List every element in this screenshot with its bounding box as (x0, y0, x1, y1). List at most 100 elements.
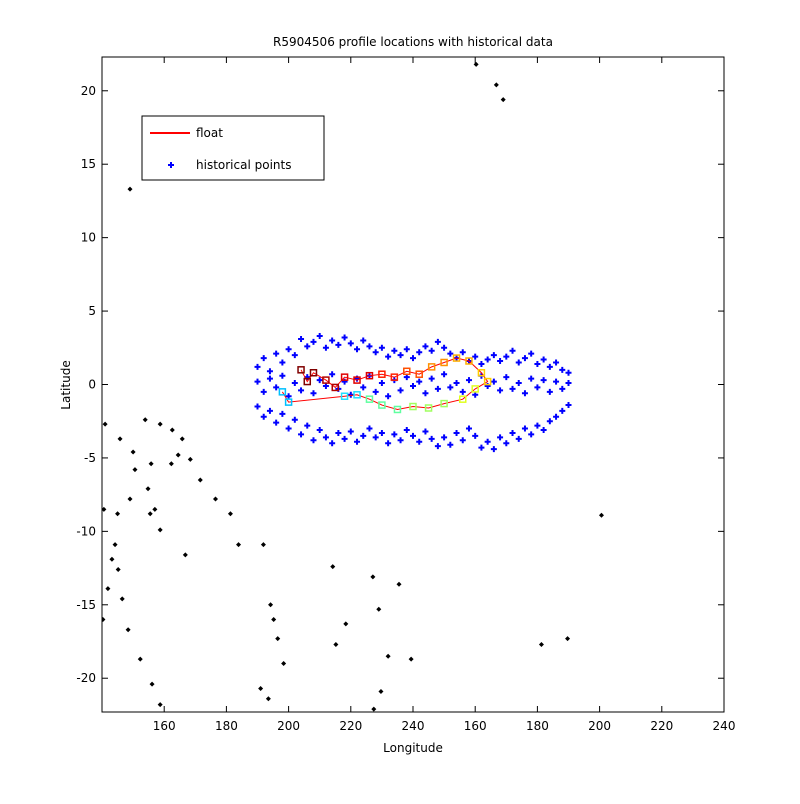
historical-point (540, 377, 547, 384)
historical-point (441, 371, 448, 378)
historical-point (378, 380, 385, 387)
coastline-point (265, 696, 271, 702)
historical-point (266, 375, 273, 382)
coastline-point (147, 511, 153, 517)
historical-point (354, 346, 361, 353)
y-tick-label: -20 (76, 671, 96, 685)
historical-point (540, 356, 547, 363)
historical-point (459, 437, 466, 444)
historical-point (434, 338, 441, 345)
historical-point (459, 388, 466, 395)
coastline-point (197, 477, 203, 483)
coastline-point (130, 449, 136, 455)
coastline-point (408, 656, 414, 662)
plot (102, 61, 604, 712)
coastline-point (260, 542, 266, 548)
historical-point (266, 368, 273, 375)
historical-point (509, 347, 516, 354)
coastline-point (330, 564, 336, 570)
x-tick-label: 160 (464, 719, 487, 733)
coastline-point (182, 552, 188, 558)
historical-point (316, 333, 323, 340)
historical-point (273, 350, 280, 357)
coastline-point (378, 688, 384, 694)
float-profile (393, 405, 402, 414)
historical-point (521, 390, 528, 397)
historical-point (310, 437, 317, 444)
float-profile (278, 388, 287, 396)
historical-point (528, 350, 535, 357)
historical-point (347, 340, 354, 347)
y-tick-label: 10 (81, 231, 96, 245)
float-profile (477, 369, 486, 377)
historical-point (273, 419, 280, 426)
historical-point (341, 435, 348, 442)
y-tick-label: 5 (88, 304, 96, 318)
historical-point (565, 380, 572, 387)
coastline-point (157, 702, 163, 708)
historical-point (285, 393, 292, 400)
historical-point (260, 413, 267, 420)
float-profile (459, 395, 467, 403)
historical-point (310, 390, 317, 397)
historical-point (397, 437, 404, 444)
x-tick-label: 240 (713, 719, 736, 733)
coastline-point (268, 602, 274, 608)
historical-point (385, 440, 392, 447)
historical-point (422, 343, 429, 350)
historical-point (447, 441, 454, 448)
historical-point (298, 387, 305, 394)
historical-point (534, 384, 541, 391)
x-tick-label: 220 (339, 719, 362, 733)
coastline-point (125, 627, 131, 633)
historical-point (273, 384, 280, 391)
legend-swatch (168, 162, 174, 168)
historical-point (354, 438, 361, 445)
y-tick-label: -5 (84, 451, 96, 465)
historical-point (459, 349, 466, 356)
historical-point (285, 346, 292, 353)
historical-point (565, 369, 572, 376)
historical-point (546, 363, 553, 370)
float-profile (390, 373, 399, 381)
x-tick-label: 240 (402, 719, 425, 733)
historical-point (316, 377, 323, 384)
historical-point (335, 429, 342, 436)
historical-point (347, 428, 354, 435)
legend-label: historical points (196, 158, 291, 172)
historical-point (254, 363, 261, 370)
y-tick-label: 0 (88, 378, 96, 392)
coastline-point (275, 636, 281, 642)
coastline-point (102, 616, 106, 622)
float-profile (452, 354, 461, 362)
historical-point (416, 378, 423, 385)
coastline-point (271, 616, 277, 622)
coastline-point (187, 456, 193, 462)
float-profile (340, 373, 349, 381)
historical-point (254, 403, 261, 410)
coastline-point (385, 653, 391, 659)
legend-box (141, 115, 325, 181)
float-profile (297, 366, 305, 374)
historical-point (298, 431, 305, 438)
historical-point (434, 385, 441, 392)
historical-point (422, 390, 429, 397)
coastline-point (227, 511, 233, 517)
x-tick-label: 180 (526, 719, 549, 733)
coastline-point (119, 596, 125, 602)
historical-point (310, 338, 317, 345)
y-tick-label: -10 (76, 524, 96, 538)
historical-point (279, 410, 286, 417)
historical-point (416, 438, 423, 445)
historical-point (484, 438, 491, 445)
y-tick-label: 20 (81, 84, 96, 98)
historical-point (528, 431, 535, 438)
coastline-point (500, 97, 506, 103)
historical-point (465, 377, 472, 384)
float-profile (483, 377, 492, 386)
historical-point (478, 444, 485, 451)
historical-point (453, 380, 460, 387)
coastline-point (343, 621, 349, 627)
historical-point (472, 391, 479, 398)
